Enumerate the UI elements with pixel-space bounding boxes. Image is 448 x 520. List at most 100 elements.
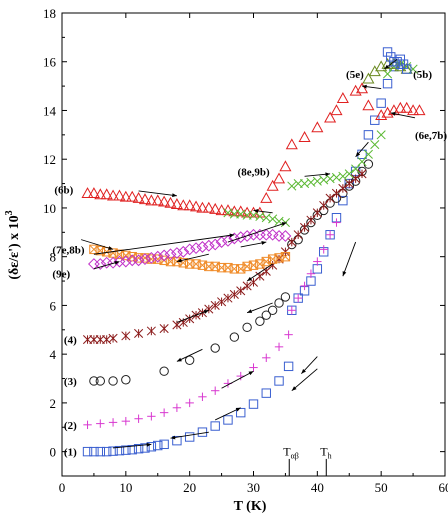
arrow-head-12: [114, 260, 120, 265]
vline-label-0: Tαβ: [283, 444, 299, 460]
point-s3-9: [172, 320, 182, 330]
point-s6-15: [177, 199, 190, 211]
point-s3-4: [108, 333, 118, 343]
arrow-1: [170, 431, 209, 439]
point-s2-9: [255, 316, 265, 326]
y-tick-label-5: 10: [43, 201, 56, 216]
y-tick-label-3: 6: [50, 298, 57, 313]
point-s6-33: [298, 131, 311, 142]
point-s3-1: [89, 334, 99, 345]
point-s3-17: [223, 293, 233, 303]
y-tick-label-2: 4: [50, 347, 57, 362]
point-s5-17: [196, 241, 209, 253]
point-s9-1: [386, 52, 396, 62]
point-s6-21: [215, 204, 228, 216]
point-s5-8: [139, 253, 151, 266]
point-s6-4: [107, 189, 120, 201]
direction-arrows: [81, 58, 416, 449]
y-tick-label-9: 18: [43, 6, 56, 21]
point-s6-37: [336, 92, 349, 103]
point-s1-0: [83, 420, 92, 430]
point-s0-0: [82, 446, 93, 457]
point-s3-7: [146, 326, 156, 336]
series-label-3: (4): [64, 335, 77, 347]
point-s4-27: [261, 256, 271, 267]
point-s0-10: [146, 442, 157, 452]
point-s6-10: [145, 194, 158, 206]
point-s0-1: [89, 446, 99, 457]
point-s0-20: [261, 388, 271, 398]
point-s1-5: [147, 412, 156, 421]
arrow-head-2: [235, 407, 241, 412]
point-s4-30: [280, 251, 291, 262]
point-s0-36: [370, 115, 380, 125]
arrow-head-15: [172, 193, 177, 198]
point-s7-10: [287, 181, 297, 191]
axis-ticks: 0 10 20 30 40 50 60 0 2 4 6 8 10 12 14 16 18: [43, 6, 448, 495]
point-s3-3: [102, 334, 112, 345]
arrow-22: [227, 222, 287, 243]
series-label-9: (5b): [413, 69, 432, 81]
point-s3-2: [95, 334, 105, 345]
point-s3-6: [134, 328, 144, 338]
x-tick-label-6: 60: [439, 480, 448, 495]
point-s4-12: [165, 256, 176, 267]
series-label-10: (6e,7b): [415, 130, 447, 142]
point-s0-31: [338, 195, 348, 206]
point-s0-12: [159, 439, 169, 450]
arrow-head-9: [203, 310, 209, 314]
point-s1-9: [198, 392, 207, 402]
point-s6-47: [413, 104, 426, 116]
arrow-10: [246, 263, 273, 282]
point-s7-20: [351, 164, 361, 174]
point-s7-18: [338, 171, 348, 181]
point-s2-4: [159, 366, 169, 376]
point-s3-28: [293, 230, 303, 240]
point-s3-36: [344, 179, 354, 189]
y-axis-title: (δε/ε') x 10: [7, 215, 22, 279]
point-s1-10: [211, 386, 220, 395]
point-s0-8: [133, 444, 144, 454]
point-s1-18: [293, 293, 303, 303]
point-s6-8: [132, 191, 145, 203]
series-label-1: (2): [64, 420, 77, 432]
point-s0-19: [248, 399, 259, 409]
point-s6-19: [202, 201, 215, 213]
point-s8-2: [375, 60, 388, 72]
series-label-6: (6b): [54, 185, 73, 197]
point-s4-26: [255, 259, 265, 269]
point-s1-16: [284, 330, 293, 339]
point-s2-26: [363, 159, 374, 169]
arrow-head-13: [176, 258, 182, 263]
point-s5-11: [158, 249, 171, 262]
point-s1-1: [96, 419, 105, 428]
point-s1-23: [325, 230, 335, 239]
point-s3-15: [210, 300, 220, 310]
point-s6-20: [209, 202, 222, 214]
point-s3-19: [236, 286, 246, 296]
point-s2-0: [89, 376, 99, 386]
point-s6-31: [279, 160, 292, 172]
point-s6-6: [119, 190, 132, 202]
arrow-head-20: [390, 111, 396, 116]
point-s7-29: [408, 64, 418, 74]
point-s1-17: [287, 306, 296, 315]
arrow-head-5: [248, 371, 254, 376]
y-tick-label-7: 14: [43, 103, 57, 118]
point-s7-24: [376, 130, 386, 140]
point-s3-37: [351, 174, 361, 184]
point-s3-20: [242, 281, 252, 291]
point-s0-2: [95, 446, 105, 457]
point-s7-16: [325, 174, 335, 184]
arrow-head-6: [301, 368, 306, 374]
point-s0-7: [127, 444, 137, 455]
svg-text:(δε/ε') x 103: (δε/ε') x 103: [4, 210, 22, 279]
y-axis-title-group: (δε/ε') x 103: [4, 210, 22, 279]
point-s4-23: [236, 264, 246, 274]
point-s3-16: [217, 297, 227, 307]
point-s0-26: [306, 276, 316, 286]
x-tick-label-5: 50: [375, 480, 388, 495]
point-s0-3: [101, 446, 112, 457]
point-s7-4: [248, 210, 259, 220]
